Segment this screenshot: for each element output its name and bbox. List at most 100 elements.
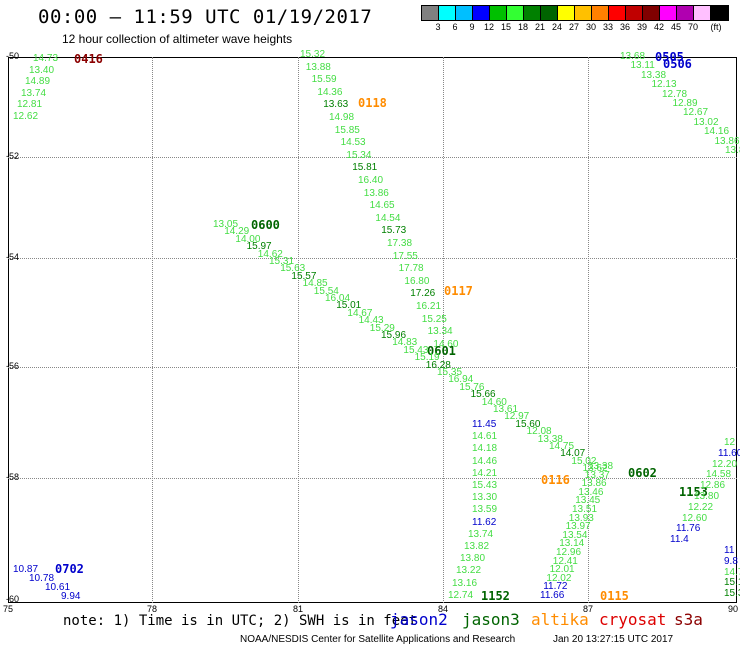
wave-height-value: 12.81 bbox=[17, 99, 43, 110]
wave-height-value: 11.66 bbox=[540, 590, 565, 601]
wave-height-value: 16.80 bbox=[404, 275, 430, 287]
wave-height-value: 15.73 bbox=[381, 225, 407, 237]
wave-height-value: 12.22 bbox=[688, 501, 714, 513]
scale-swatch bbox=[422, 6, 439, 20]
wave-height-value: 13.38 bbox=[641, 69, 667, 81]
wave-height-value: 13.93 bbox=[568, 512, 594, 524]
wave-height-value: 14.85 bbox=[302, 278, 328, 290]
wave-height-value: 14.65 bbox=[369, 200, 395, 212]
page-subtitle: 12 hour collection of altimeter wave hei… bbox=[62, 32, 293, 46]
longitude-label: 84 bbox=[437, 604, 449, 614]
wave-height-value: 13.8 bbox=[725, 145, 740, 156]
wave-height-value: 13.05 bbox=[213, 219, 239, 230]
wave-height-value: 16.94 bbox=[448, 374, 474, 386]
wave-height-value: 14.29 bbox=[224, 226, 250, 238]
wave-height-value: 12.62 bbox=[13, 110, 39, 122]
wave-height-value: 15.96 bbox=[381, 330, 407, 341]
wave-height-value: 15.19 bbox=[414, 352, 440, 364]
wave-height-value: 13.37 bbox=[584, 469, 610, 481]
wave-height-value: 14.98 bbox=[329, 112, 355, 123]
wave-height-value: 13.16 bbox=[452, 577, 478, 589]
scale-label: 18 bbox=[517, 22, 529, 32]
page-title: 00:00 – 11:59 UTC 01/19/2017 bbox=[38, 6, 373, 28]
note-text: note: 1) Time is in UTC; 2) SWH is in fe… bbox=[63, 613, 418, 629]
pass-time-label: 0416 bbox=[74, 52, 103, 66]
wave-height-value: 17.26 bbox=[410, 288, 436, 300]
wave-height-value: 13.54 bbox=[562, 529, 588, 541]
wave-height-value: 12.13 bbox=[651, 79, 677, 91]
wave-height-value: 12.78 bbox=[662, 88, 688, 100]
wave-height-value: 14.62 bbox=[257, 248, 283, 260]
wave-height-value: 9.8 bbox=[724, 555, 738, 567]
wave-height-value: 14.75 bbox=[549, 441, 575, 452]
meridian-line bbox=[443, 57, 444, 603]
wave-height-value: 13.46 bbox=[578, 486, 604, 498]
wave-height-value: 14.89 bbox=[25, 76, 51, 87]
meridian-line bbox=[298, 57, 299, 603]
wave-height-value: 15.60 bbox=[515, 418, 541, 430]
wave-height-value: 14.36 bbox=[317, 86, 343, 98]
pass-time-label: 0600 bbox=[251, 218, 280, 232]
wave-height-value: 15.31 bbox=[269, 256, 295, 267]
wave-height-value: 13.86 bbox=[714, 135, 740, 147]
legend-cryosat: cryosat bbox=[599, 610, 667, 629]
scale-label: (ft) bbox=[710, 22, 722, 32]
wave-height-value: 13.30 bbox=[472, 492, 498, 504]
parallel-line bbox=[8, 367, 737, 368]
wave-height-value: 12.97 bbox=[504, 411, 530, 423]
pass-time-label: 0602 bbox=[628, 466, 657, 480]
wave-height-value: 15.85 bbox=[334, 124, 360, 136]
longitude-label: 75 bbox=[2, 604, 14, 614]
pass-time-label: 0117 bbox=[444, 284, 473, 298]
wave-height-value: 15.32 bbox=[300, 49, 326, 60]
wave-height-value: 10.61 bbox=[45, 582, 71, 593]
parallel-line bbox=[8, 478, 737, 479]
wave-height-value: 13.61 bbox=[493, 404, 519, 415]
wave-height-value: 12.89 bbox=[672, 98, 698, 109]
wave-height-value: 14.16 bbox=[704, 126, 730, 138]
map-frame bbox=[8, 57, 737, 603]
scale-swatch bbox=[473, 6, 490, 20]
wave-height-value: 14.46 bbox=[472, 455, 498, 467]
wave-height-value: 13.80 bbox=[460, 553, 486, 565]
parallel-line bbox=[8, 258, 737, 259]
wave-height-value: 15.25 bbox=[421, 313, 447, 325]
wave-height-value: 11.60 bbox=[718, 447, 740, 459]
latitude-label: -52 bbox=[6, 151, 20, 161]
timestamp-text: Jan 20 13:27:15 UTC 2017 bbox=[553, 634, 674, 645]
wave-height-value: 14.43 bbox=[358, 315, 384, 327]
latitude-label: -54 bbox=[6, 252, 20, 262]
wave-height-value: 17.38 bbox=[387, 238, 413, 249]
legend-jason3: jason3 bbox=[462, 610, 520, 629]
scale-label: 45 bbox=[670, 22, 682, 32]
wave-height-value: 13.22 bbox=[456, 565, 482, 577]
wave-height-value: 10.87 bbox=[13, 564, 39, 575]
meridian-line bbox=[588, 57, 589, 603]
wave-height-value: 15.43 bbox=[403, 344, 429, 356]
wave-height-value: 11.4 bbox=[670, 534, 689, 546]
pass-time-label: 0118 bbox=[358, 96, 387, 110]
scale-label: 30 bbox=[585, 22, 597, 32]
wave-height-value: 14.78 bbox=[724, 566, 740, 578]
wave-height-value: 15.01 bbox=[336, 300, 362, 312]
wave-height-value: 12.20 bbox=[712, 458, 738, 470]
scale-swatch bbox=[490, 6, 507, 20]
wave-height-value: 14.83 bbox=[392, 337, 418, 349]
wave-height-value: 12.08 bbox=[526, 426, 552, 438]
wave-height-value: 13.80 bbox=[694, 491, 720, 502]
legend-s3a: s3a bbox=[674, 610, 703, 629]
wave-height-value: 12 bbox=[724, 437, 736, 448]
wave-height-value: 15.81 bbox=[352, 162, 378, 174]
scale-label: 9 bbox=[469, 22, 475, 32]
wave-height-value: 13.97 bbox=[565, 521, 591, 533]
wave-height-value: 14.53 bbox=[340, 137, 366, 149]
pass-time-label: 0116 bbox=[541, 473, 570, 487]
scale-swatch bbox=[592, 6, 609, 20]
scale-swatch bbox=[456, 6, 473, 20]
scale-swatch bbox=[439, 6, 456, 20]
latitude-label: -50 bbox=[6, 51, 20, 61]
wave-height-value: 13.63 bbox=[323, 99, 349, 111]
scale-label: 6 bbox=[452, 22, 458, 32]
scale-label: 24 bbox=[551, 22, 563, 32]
wave-height-value: 15.29 bbox=[369, 322, 395, 334]
